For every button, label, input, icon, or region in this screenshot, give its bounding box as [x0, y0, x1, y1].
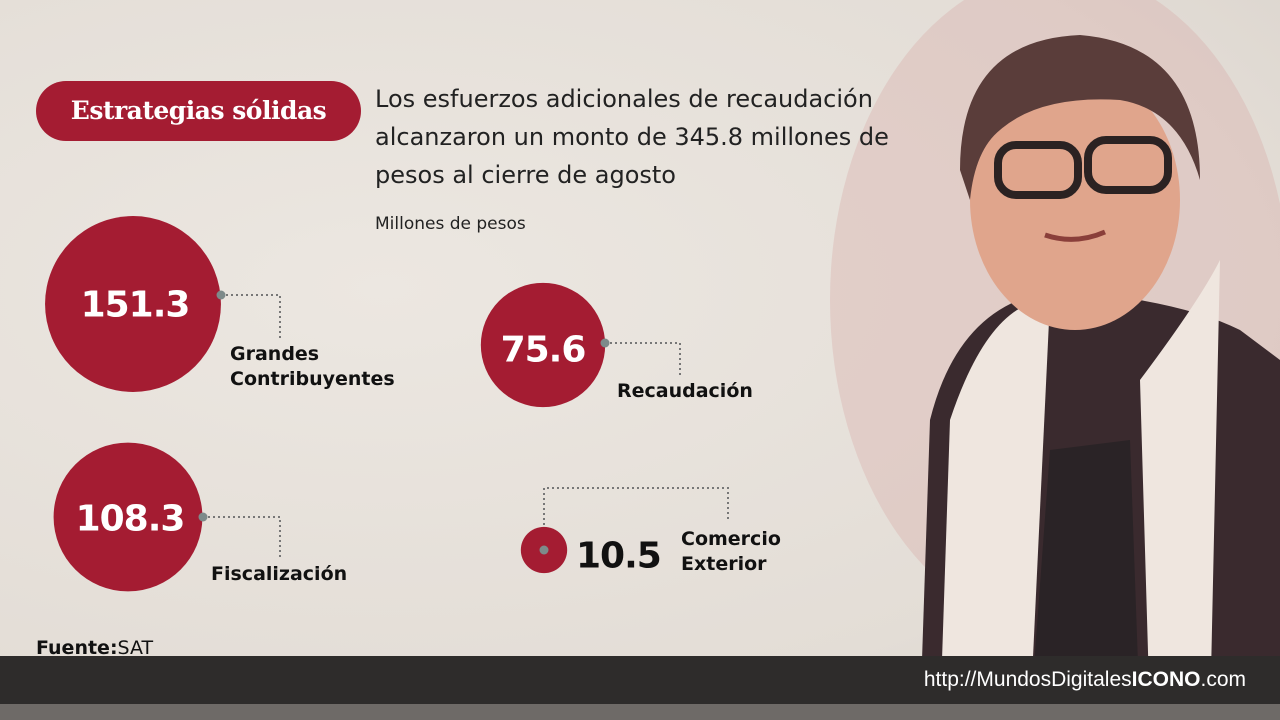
watermark-url[interactable]: http://MundosDigitalesICONO.com	[924, 668, 1246, 692]
watermark-bar: http://MundosDigitalesICONO.com	[0, 656, 1280, 704]
category-label-comercio: Comercio Exterior	[681, 528, 781, 575]
chart-subtitle: Los esfuerzos adicionales de recaudación…	[375, 85, 889, 189]
source-note: Fuente:SAT	[36, 637, 153, 659]
connector-dot-fiscalizacion	[198, 512, 208, 522]
url-suffix: .com	[1200, 668, 1246, 691]
category-label-fiscalizacion: Fiscalización	[211, 563, 348, 585]
value-label-fiscalizacion: 108.3	[75, 498, 186, 540]
portrait-illustration	[830, 0, 1280, 720]
connector-recaudacion	[605, 342, 681, 378]
unit-label: Millones de pesos	[375, 214, 526, 234]
title-badge: Estrategias sólidas	[36, 81, 361, 141]
source-label: Fuente:	[36, 637, 118, 659]
bubble-recaudacion	[480, 282, 606, 408]
bottom-strip	[0, 704, 1280, 720]
category-label-recaudacion: Recaudación	[617, 380, 753, 402]
url-brand: ICONO	[1131, 668, 1201, 691]
connector-dot-comercio	[539, 545, 549, 555]
connector-dot-grandes	[216, 290, 226, 300]
value-label-comercio: 10.5	[576, 535, 662, 577]
category-label-grandes: Grandes Contribuyentes	[230, 343, 395, 390]
url-prefix: http://MundosDigitales	[923, 668, 1132, 691]
bubble-grandes	[45, 216, 221, 392]
connector-grandes	[221, 294, 281, 338]
value-label-recaudacion: 75.6	[500, 329, 587, 371]
connector-dot-recaudacion	[600, 338, 610, 348]
source-value: SAT	[117, 637, 154, 659]
bubble-fiscalizacion	[53, 442, 203, 592]
connector-comercio	[543, 487, 729, 550]
connector-fiscalizacion	[203, 516, 281, 558]
value-label-grandes: 151.3	[80, 284, 191, 326]
